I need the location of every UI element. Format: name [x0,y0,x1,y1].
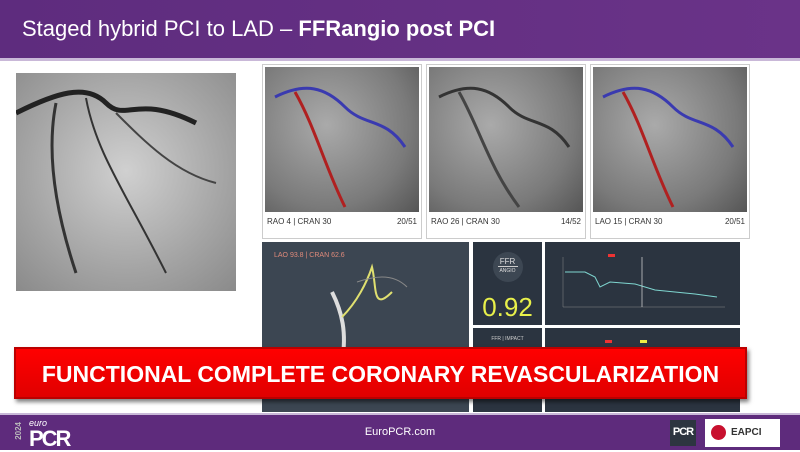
angio-view-2: RAO 26 | CRAN 30 14/52 [426,64,586,239]
recon-label: LAO 93.8 | CRAN 62.6 [274,252,345,259]
angio-view-image [265,67,419,212]
angio-view-image [429,67,583,212]
angio-view-1: RAO 4 | CRAN 30 20/51 [262,64,422,239]
slide-header: Staged hybrid PCI to LAD – FFRangio post… [0,0,800,58]
ffr-subtitle: ANGIO [497,266,518,274]
angiogram-image [16,73,236,291]
heart-icon [711,425,726,440]
ffr-angio-panel: FFR ANGIO 0.92 [473,242,542,325]
view-frame: 14/52 [560,217,581,226]
eapci-text: EAPCI [731,427,762,438]
title-bold: FFRangio post PCI [298,16,496,41]
footer: 2024 euro PCR EuroPCR.com PCR EAPCI [0,413,800,451]
ffr-badge: FFR ANGIO [492,252,523,282]
angio-view-3: LAO 15 | CRAN 30 20/51 [590,64,750,239]
ffr-pullback-chart [545,242,740,325]
view-label: RAO 26 | CRAN 30 [431,217,500,226]
impact-title: FFR | IMPACT [491,336,524,342]
header-divider [0,58,800,61]
logo-euro: euro [29,418,48,428]
website-link[interactable]: EuroPCR.com [364,426,436,438]
ffr-title: FFR [499,257,516,266]
view-label: RAO 4 | CRAN 30 [267,217,332,226]
logo-pcr: PCR [29,426,71,451]
ffr-value: 0.92 [482,292,533,322]
view-frame: 20/51 [724,217,745,226]
eapci-logo: EAPCI [705,419,780,447]
view-label: LAO 15 | CRAN 30 [595,217,663,226]
pcr-badge-logo: PCR [670,420,696,446]
revascularization-banner: FUNCTIONAL COMPLETE CORONARY REVASCULARI… [14,347,747,399]
angio-view-image [593,67,747,212]
title-plain: Staged hybrid PCI to LAD – [22,16,299,41]
view-frame: 20/51 [396,217,417,226]
